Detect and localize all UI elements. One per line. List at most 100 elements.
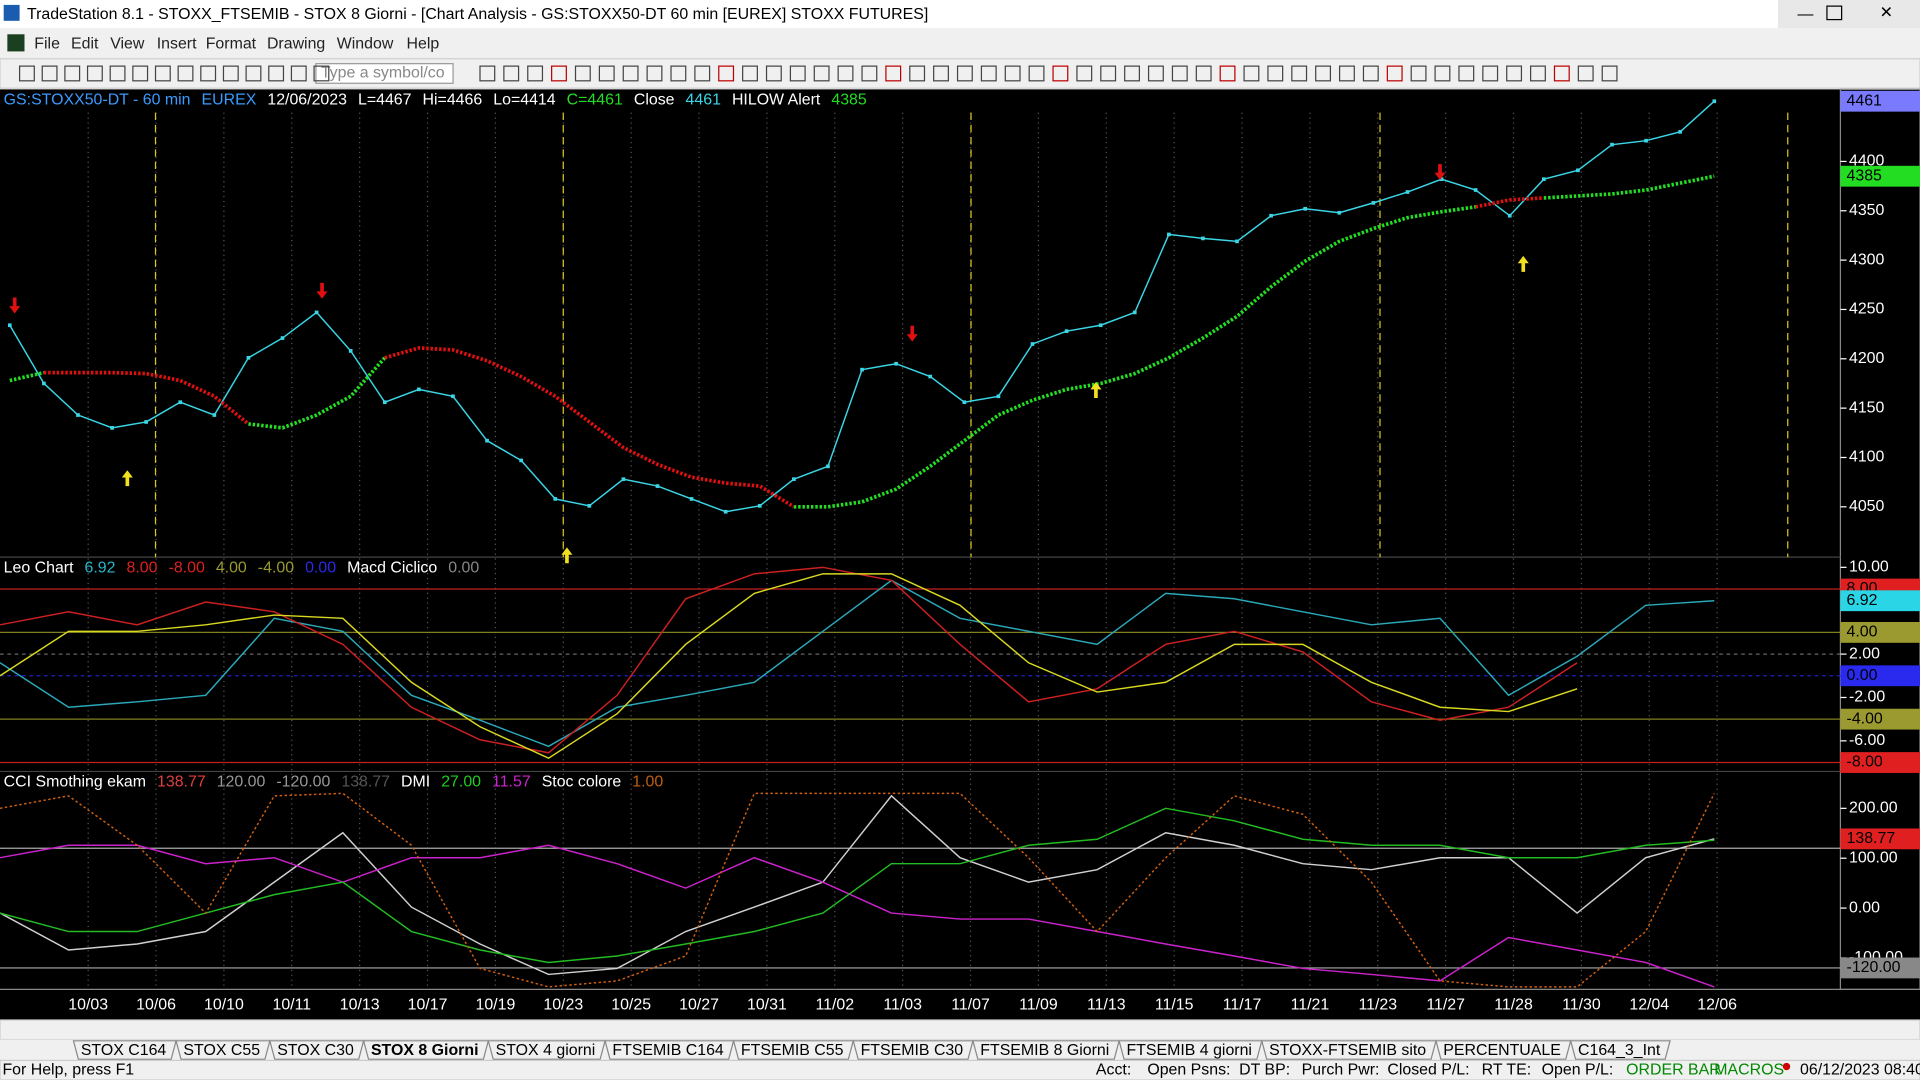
sheet-tab[interactable]: FTSEMIB 4 giorni <box>1126 1042 1252 1059</box>
toolbar-icon[interactable] <box>200 65 217 82</box>
toolbar-icon[interactable] <box>956 65 973 82</box>
menu-item[interactable]: Window <box>337 35 394 52</box>
toolbar-icon[interactable] <box>1410 65 1427 82</box>
toolbar-icon[interactable] <box>18 65 35 82</box>
pane-header-item: 1.00 <box>632 774 663 791</box>
sheet-tab[interactable]: STOX C30 <box>277 1042 354 1059</box>
toolbar-icon[interactable] <box>1028 65 1045 82</box>
x-tick-label: 11/23 <box>1358 997 1397 1014</box>
toolbar-icon[interactable] <box>1291 65 1308 82</box>
toolbar-icon[interactable] <box>41 65 58 82</box>
axis-marker-label: 6.92 <box>1847 592 1878 609</box>
toolbar-icon[interactable] <box>1267 65 1284 82</box>
sheet-tab[interactable]: STOXX-FTSEMIB sito <box>1269 1042 1426 1059</box>
sheet-tab[interactable]: STOX C164 <box>81 1042 167 1059</box>
toolbar-icon[interactable] <box>109 65 126 82</box>
toolbar-icon[interactable] <box>861 65 878 82</box>
toolbar-icon[interactable] <box>765 65 782 82</box>
toolbar-icon[interactable] <box>154 65 171 82</box>
close-button[interactable] <box>1856 0 1920 29</box>
toolbar-icon[interactable] <box>1219 65 1236 82</box>
toolbar-icon[interactable] <box>1458 65 1475 82</box>
toolbar-icon[interactable] <box>245 65 262 82</box>
menu-item[interactable]: View <box>110 35 145 52</box>
toolbar-icon[interactable] <box>479 65 496 82</box>
toolbar-icon[interactable] <box>1076 65 1093 82</box>
sheet-tab[interactable]: STOX 8 Giorni <box>371 1042 479 1059</box>
toolbar-icon[interactable] <box>646 65 663 82</box>
toolbar-icon[interactable] <box>885 65 902 82</box>
toolbar-icon[interactable] <box>837 65 854 82</box>
price-point <box>1167 232 1171 237</box>
toolbar-icon[interactable] <box>1195 65 1212 82</box>
toolbar-icon[interactable] <box>1553 65 1570 82</box>
toolbar-icon[interactable] <box>268 65 285 82</box>
pane-header-item: 138.77 <box>157 774 206 791</box>
toolbar-icon[interactable] <box>574 65 591 82</box>
toolbar-icon[interactable] <box>1124 65 1140 82</box>
toolbar-icon[interactable] <box>789 65 806 82</box>
toolbar-icon[interactable] <box>742 65 758 82</box>
horizontal-scrollbar[interactable] <box>0 1019 1920 1041</box>
toolbar-icon[interactable] <box>909 65 926 82</box>
toolbar-icon[interactable] <box>622 65 639 82</box>
minimize-button[interactable]: — <box>1798 6 1814 23</box>
menu-item[interactable]: Help <box>407 35 440 52</box>
toolbar-icon[interactable] <box>86 65 103 82</box>
toolbar-icon[interactable] <box>551 65 567 82</box>
toolbar-icon[interactable] <box>1171 65 1188 82</box>
toolbar-icon[interactable] <box>527 65 544 82</box>
toolbar-icon[interactable] <box>1100 65 1117 82</box>
sheet-tab[interactable]: FTSEMIB C164 <box>612 1042 724 1059</box>
menu-item[interactable]: Drawing <box>267 35 325 52</box>
toolbar-icon[interactable] <box>694 65 711 82</box>
symbol-input[interactable] <box>315 63 454 84</box>
toolbar-icon[interactable] <box>598 65 615 82</box>
menu-item[interactable]: File <box>34 35 60 52</box>
toolbar-icon[interactable] <box>1386 65 1403 82</box>
order-bar[interactable]: ORDER BAR <box>1626 1061 1721 1078</box>
sheet-tab[interactable]: PERCENTUALE <box>1443 1042 1561 1059</box>
macros[interactable]: MACROS <box>1714 1061 1784 1078</box>
sheet-tab[interactable]: FTSEMIB C55 <box>741 1042 844 1059</box>
toolbar-icon[interactable] <box>290 65 307 82</box>
toolbar-icon[interactable] <box>222 65 239 82</box>
maximize-button[interactable] <box>1826 5 1843 21</box>
series-line <box>0 566 1578 754</box>
toolbar-icon[interactable] <box>64 65 81 82</box>
toolbar-icon[interactable] <box>1243 65 1260 82</box>
status-field: Purch Pwr: <box>1302 1061 1380 1078</box>
toolbar-icon[interactable] <box>1004 65 1021 82</box>
price-point <box>860 367 864 372</box>
toolbar-icon[interactable] <box>1052 65 1069 82</box>
series-line <box>0 573 1578 760</box>
sheet-tab[interactable]: C164_3_Int <box>1578 1042 1661 1059</box>
menu-item[interactable]: Edit <box>71 35 99 52</box>
menu-item[interactable]: Format <box>206 35 257 52</box>
toolbar-icon[interactable] <box>132 65 149 82</box>
sheet-tab[interactable]: FTSEMIB 8 Giorni <box>980 1042 1109 1059</box>
toolbar-icon[interactable] <box>1338 65 1355 82</box>
menu-item[interactable]: Insert <box>157 35 197 52</box>
toolbar-icon[interactable] <box>177 65 194 82</box>
toolbar-icon[interactable] <box>1315 65 1332 82</box>
toolbar-icon[interactable] <box>1147 65 1164 82</box>
toolbar-icon[interactable] <box>1434 65 1451 82</box>
toolbar-icon[interactable] <box>1577 65 1594 82</box>
toolbar-icon[interactable] <box>813 65 830 82</box>
toolbar-icon[interactable] <box>933 65 949 82</box>
toolbar-icon[interactable] <box>313 65 330 82</box>
toolbar-icon[interactable] <box>1506 65 1523 82</box>
toolbar-icon[interactable] <box>1601 65 1618 82</box>
toolbar-icon[interactable] <box>1362 65 1379 82</box>
toolbar-icon[interactable] <box>1482 65 1499 82</box>
toolbar-icon[interactable] <box>670 65 687 82</box>
toolbar-icon[interactable] <box>503 65 520 82</box>
sheet-tab[interactable]: STOX C55 <box>183 1042 260 1059</box>
sheet-tab[interactable]: FTSEMIB C30 <box>861 1042 964 1059</box>
sheet-tab[interactable]: STOX 4 giorni <box>496 1042 596 1059</box>
toolbar-icon[interactable] <box>980 65 997 82</box>
x-tick-label: 11/28 <box>1494 997 1533 1014</box>
toolbar-icon[interactable] <box>718 65 735 82</box>
toolbar-icon[interactable] <box>1530 65 1546 82</box>
